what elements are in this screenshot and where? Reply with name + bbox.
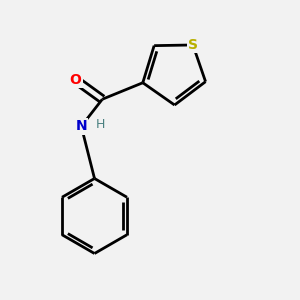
Text: O: O: [69, 73, 81, 87]
Text: H: H: [96, 118, 106, 131]
Text: N: N: [76, 119, 87, 133]
Text: S: S: [188, 38, 198, 52]
